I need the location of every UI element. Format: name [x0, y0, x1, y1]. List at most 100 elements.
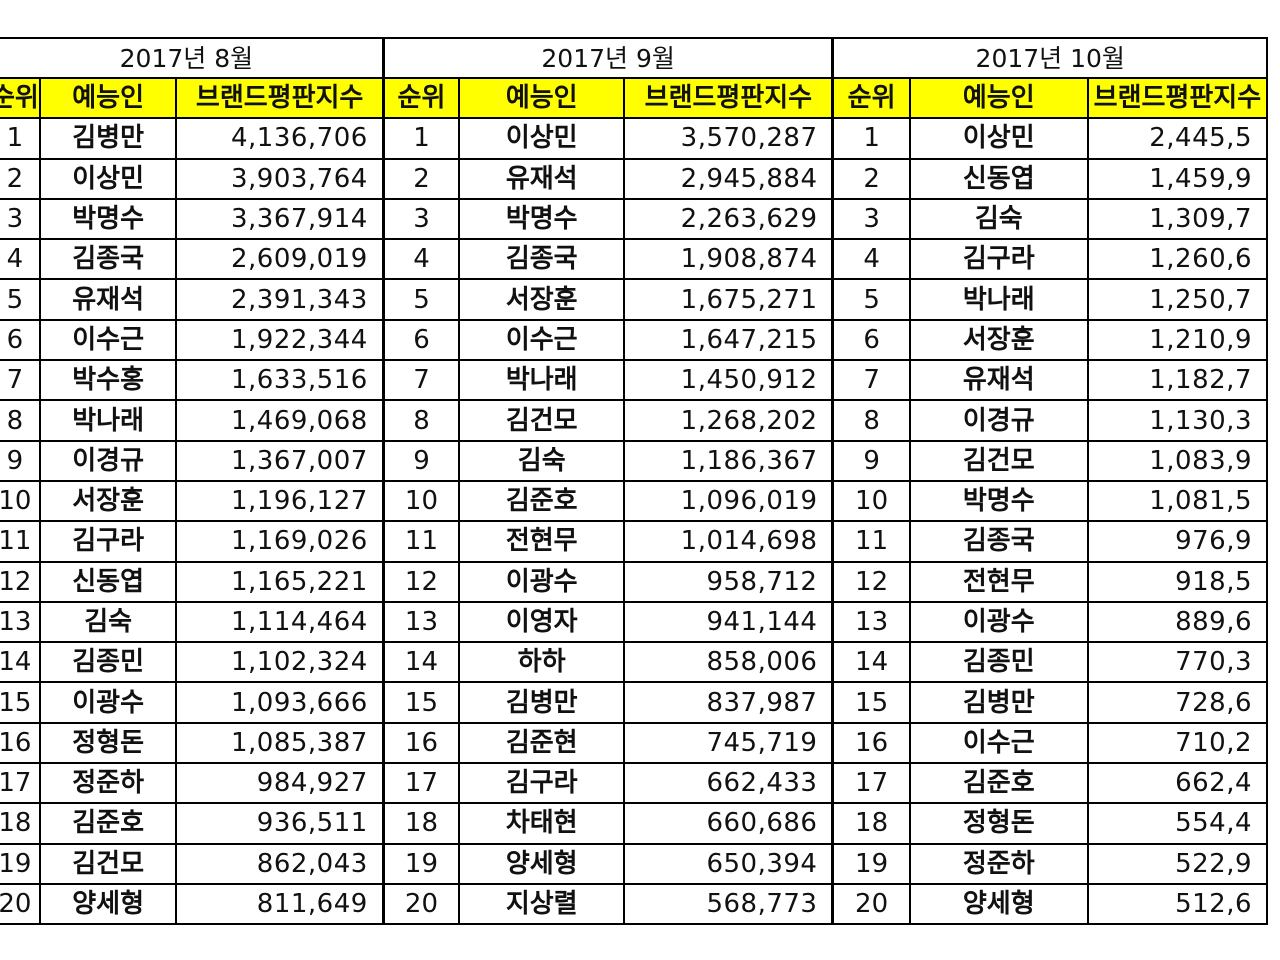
name-header: 예능인 [458, 76, 626, 120]
name-cell: 김숙 [908, 197, 1089, 241]
name-cell: 김준호 [908, 762, 1089, 805]
name-cell: 박수홍 [38, 359, 178, 402]
rank-cell: 5 [381, 278, 461, 321]
score-cell: 1,182,7 [1086, 359, 1269, 402]
name-cell: 김숙 [38, 600, 178, 644]
rank-cell: 18 [831, 802, 911, 845]
name-cell: 유재석 [458, 157, 626, 200]
score-cell: 522,9 [1086, 842, 1269, 885]
table-row: 20 양세형 811,649 20 지상렬 568,773 20 양세형 512,6 [0, 882, 1269, 926]
rank-cell: 15 [0, 681, 41, 724]
score-cell: 4,136,706 [175, 117, 385, 160]
rank-cell: 15 [831, 681, 911, 724]
table-row: 17 정준하 984,927 17 김구라 662,433 17 김준호 662,4 [0, 762, 1269, 805]
score-cell: 1,309,7 [1086, 197, 1269, 241]
rank-cell: 8 [381, 399, 461, 442]
rank-cell: 17 [381, 762, 461, 805]
score-cell: 728,6 [1086, 681, 1269, 724]
rank-cell: 13 [0, 600, 41, 644]
table-row: 2 이상민 3,903,764 2 유재석 2,945,884 2 신동엽 1,459,9 [0, 157, 1269, 200]
name-cell: 김준현 [458, 721, 626, 765]
rank-cell: 7 [381, 359, 461, 402]
rank-cell: 20 [831, 882, 911, 926]
score-cell: 2,263,629 [623, 197, 834, 241]
name-cell: 이상민 [458, 117, 626, 160]
score-cell: 1,922,344 [175, 318, 385, 362]
table-row: 15 이광수 1,093,666 15 김병만 837,987 15 김병만 728,6 [0, 681, 1269, 724]
rank-cell: 3 [381, 197, 461, 241]
table-row: 8 박나래 1,469,068 8 김건모 1,268,202 8 이경규 1,130,3 [0, 399, 1269, 442]
name-cell: 이경규 [908, 399, 1089, 442]
score-cell: 984,927 [175, 762, 385, 805]
score-cell: 2,945,884 [623, 157, 834, 200]
rank-cell: 1 [381, 117, 461, 160]
score-cell: 1,459,9 [1086, 157, 1269, 200]
score-cell: 1,114,464 [175, 600, 385, 644]
name-cell: 김종민 [908, 641, 1089, 684]
name-cell: 김병만 [908, 681, 1089, 724]
score-header: 브랜드평판지수 [175, 76, 385, 120]
rank-cell: 19 [831, 842, 911, 885]
score-cell: 858,006 [623, 641, 834, 684]
score-cell: 1,633,516 [175, 359, 385, 402]
score-cell: 650,394 [623, 842, 834, 885]
table-row: 14 김종민 1,102,324 14 하하 858,006 14 김종민 770,3 [0, 641, 1269, 684]
table-row: 18 김준호 936,511 18 차태현 660,686 18 정형돈 554,4 [0, 802, 1269, 845]
rank-cell: 8 [831, 399, 911, 442]
rank-cell: 18 [381, 802, 461, 845]
rank-cell: 3 [831, 197, 911, 241]
name-cell: 정준하 [38, 762, 178, 805]
name-cell: 김건모 [908, 439, 1089, 482]
name-cell: 박나래 [458, 359, 626, 402]
score-cell: 1,085,387 [175, 721, 385, 765]
name-cell: 지상렬 [458, 882, 626, 926]
rank-cell: 1 [831, 117, 911, 160]
score-cell: 1,165,221 [175, 560, 385, 603]
name-cell: 정형돈 [38, 721, 178, 765]
score-cell: 1,196,127 [175, 479, 385, 523]
name-cell: 서장훈 [38, 479, 178, 523]
table-row: 5 유재석 2,391,343 5 서장훈 1,675,271 5 박나래 1,250,7 [0, 278, 1269, 321]
score-cell: 837,987 [623, 681, 834, 724]
name-cell: 박나래 [908, 278, 1089, 321]
rank-cell: 2 [831, 157, 911, 200]
table-row: 10 서장훈 1,196,127 10 김준호 1,096,019 10 박명수 1,081,5 [0, 479, 1269, 523]
name-cell: 이상민 [38, 157, 178, 200]
rank-cell: 18 [0, 802, 41, 845]
rank-cell: 8 [0, 399, 41, 442]
name-header: 예능인 [908, 76, 1089, 120]
rank-header: 순위 [831, 76, 911, 120]
name-cell: 양세형 [458, 842, 626, 885]
score-cell: 1,450,912 [623, 359, 834, 402]
rank-cell: 12 [381, 560, 461, 603]
score-cell: 1,469,068 [175, 399, 385, 442]
brand-reputation-table: 2017년 8월 2017년 9월 2017년 10월 순위 예능인 브랜드평판… [0, 37, 1269, 926]
name-cell: 전현무 [458, 520, 626, 563]
name-cell: 이수근 [38, 318, 178, 362]
name-cell: 김종민 [38, 641, 178, 684]
table-row: 19 김건모 862,043 19 양세형 650,394 19 정준하 522,9 [0, 842, 1269, 885]
score-cell: 1,014,698 [623, 520, 834, 563]
name-cell: 이수근 [458, 318, 626, 362]
name-cell: 김건모 [458, 399, 626, 442]
score-cell: 976,9 [1086, 520, 1269, 563]
name-cell: 박명수 [908, 479, 1089, 523]
score-cell: 1,102,324 [175, 641, 385, 684]
rank-header: 순위 [0, 76, 41, 120]
name-cell: 김구라 [458, 762, 626, 805]
score-cell: 2,609,019 [175, 238, 385, 281]
rank-cell: 13 [381, 600, 461, 644]
score-cell: 1,250,7 [1086, 278, 1269, 321]
rank-cell: 16 [831, 721, 911, 765]
rank-cell: 4 [381, 238, 461, 281]
score-cell: 889,6 [1086, 600, 1269, 644]
name-cell: 박명수 [458, 197, 626, 241]
score-header: 브랜드평판지수 [623, 76, 834, 120]
name-cell: 박나래 [38, 399, 178, 442]
name-cell: 신동엽 [38, 560, 178, 603]
rank-cell: 11 [0, 520, 41, 563]
score-cell: 811,649 [175, 882, 385, 926]
month-title: 2017년 10월 [831, 37, 1269, 79]
name-cell: 유재석 [38, 278, 178, 321]
rank-cell: 5 [831, 278, 911, 321]
